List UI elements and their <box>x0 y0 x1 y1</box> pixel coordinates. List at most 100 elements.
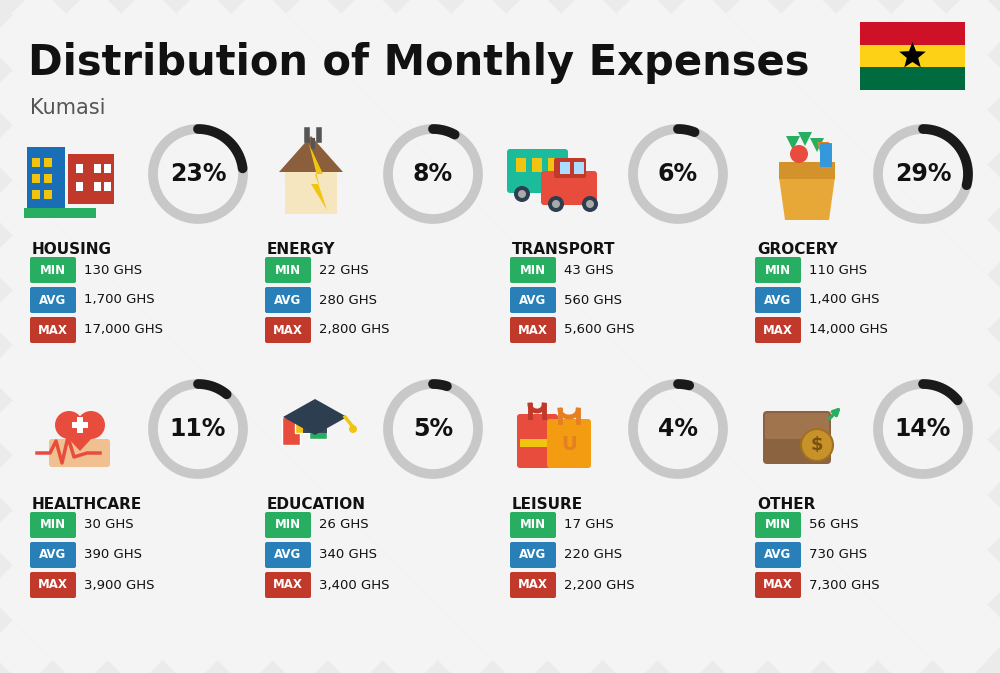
Text: 4%: 4% <box>658 417 698 441</box>
Circle shape <box>55 411 83 439</box>
Text: Kumasi: Kumasi <box>30 98 106 118</box>
Circle shape <box>548 196 564 212</box>
FancyBboxPatch shape <box>820 143 832 167</box>
Text: 340 GHS: 340 GHS <box>319 548 377 561</box>
FancyBboxPatch shape <box>30 287 76 313</box>
Text: 280 GHS: 280 GHS <box>319 293 377 306</box>
FancyBboxPatch shape <box>755 287 801 313</box>
FancyBboxPatch shape <box>510 287 556 313</box>
FancyBboxPatch shape <box>32 190 40 199</box>
FancyBboxPatch shape <box>265 512 311 538</box>
Text: HOUSING: HOUSING <box>32 242 112 257</box>
Text: 110 GHS: 110 GHS <box>809 264 867 277</box>
FancyBboxPatch shape <box>755 257 801 283</box>
FancyBboxPatch shape <box>76 164 83 173</box>
FancyBboxPatch shape <box>24 208 96 218</box>
FancyBboxPatch shape <box>510 542 556 568</box>
Text: 220 GHS: 220 GHS <box>564 548 622 561</box>
FancyBboxPatch shape <box>265 572 311 598</box>
Circle shape <box>790 145 808 163</box>
FancyBboxPatch shape <box>755 572 801 598</box>
Text: MIN: MIN <box>765 518 791 532</box>
FancyBboxPatch shape <box>560 162 570 174</box>
Text: AVG: AVG <box>274 548 302 561</box>
Text: AVG: AVG <box>274 293 302 306</box>
Text: MIN: MIN <box>40 264 66 277</box>
Text: 14%: 14% <box>895 417 951 441</box>
Polygon shape <box>798 132 812 146</box>
Text: AVG: AVG <box>39 293 67 306</box>
Text: 43 GHS: 43 GHS <box>564 264 614 277</box>
Text: 560 GHS: 560 GHS <box>564 293 622 306</box>
Text: 6%: 6% <box>658 162 698 186</box>
Text: HEALTHCARE: HEALTHCARE <box>32 497 142 512</box>
Text: 7,300 GHS: 7,300 GHS <box>809 579 880 592</box>
Polygon shape <box>817 142 829 162</box>
FancyBboxPatch shape <box>30 317 76 343</box>
Circle shape <box>586 200 594 208</box>
Text: ENERGY: ENERGY <box>267 242 336 257</box>
Polygon shape <box>899 42 926 67</box>
Text: 3,900 GHS: 3,900 GHS <box>84 579 154 592</box>
FancyBboxPatch shape <box>574 162 584 174</box>
Text: MAX: MAX <box>763 579 793 592</box>
FancyBboxPatch shape <box>94 182 101 191</box>
FancyBboxPatch shape <box>44 158 52 167</box>
FancyBboxPatch shape <box>548 158 558 172</box>
FancyBboxPatch shape <box>104 182 111 191</box>
Text: OTHER: OTHER <box>757 497 815 512</box>
FancyBboxPatch shape <box>265 317 311 343</box>
Text: 17,000 GHS: 17,000 GHS <box>84 324 163 336</box>
Circle shape <box>582 196 598 212</box>
FancyBboxPatch shape <box>507 149 568 193</box>
Text: MAX: MAX <box>518 579 548 592</box>
FancyBboxPatch shape <box>30 512 76 538</box>
Text: 11%: 11% <box>170 417 226 441</box>
Text: MAX: MAX <box>518 324 548 336</box>
Text: 30 GHS: 30 GHS <box>84 518 134 532</box>
Text: 23%: 23% <box>170 162 226 186</box>
Text: 390 GHS: 390 GHS <box>84 548 142 561</box>
Circle shape <box>552 200 560 208</box>
FancyBboxPatch shape <box>94 164 101 173</box>
Text: TRANSPORT: TRANSPORT <box>512 242 616 257</box>
FancyBboxPatch shape <box>44 190 52 199</box>
FancyBboxPatch shape <box>755 512 801 538</box>
FancyBboxPatch shape <box>516 158 526 172</box>
Text: 26 GHS: 26 GHS <box>319 518 369 532</box>
FancyBboxPatch shape <box>285 172 337 214</box>
FancyBboxPatch shape <box>282 417 300 445</box>
Text: 8%: 8% <box>413 162 453 186</box>
Polygon shape <box>786 136 800 150</box>
FancyBboxPatch shape <box>755 542 801 568</box>
Text: 56 GHS: 56 GHS <box>809 518 859 532</box>
Text: 5,600 GHS: 5,600 GHS <box>564 324 635 336</box>
Text: 22 GHS: 22 GHS <box>319 264 369 277</box>
Circle shape <box>349 425 357 433</box>
FancyBboxPatch shape <box>295 409 313 433</box>
FancyBboxPatch shape <box>72 422 88 428</box>
Text: 5%: 5% <box>413 417 453 441</box>
FancyBboxPatch shape <box>265 287 311 313</box>
Polygon shape <box>279 136 343 172</box>
FancyBboxPatch shape <box>860 44 965 67</box>
Text: 1,400 GHS: 1,400 GHS <box>809 293 880 306</box>
FancyBboxPatch shape <box>755 317 801 343</box>
Text: MIN: MIN <box>275 518 301 532</box>
Polygon shape <box>779 177 835 220</box>
Circle shape <box>546 190 554 198</box>
Polygon shape <box>309 144 327 210</box>
FancyBboxPatch shape <box>763 411 831 464</box>
Text: MIN: MIN <box>765 264 791 277</box>
FancyBboxPatch shape <box>547 419 591 468</box>
FancyBboxPatch shape <box>30 542 76 568</box>
FancyBboxPatch shape <box>554 158 586 178</box>
Polygon shape <box>810 138 824 152</box>
Text: U: U <box>561 435 577 454</box>
Text: AVG: AVG <box>519 548 547 561</box>
Text: 14,000 GHS: 14,000 GHS <box>809 324 888 336</box>
Text: AVG: AVG <box>39 548 67 561</box>
Text: AVG: AVG <box>764 293 792 306</box>
Text: MAX: MAX <box>273 579 303 592</box>
Text: 130 GHS: 130 GHS <box>84 264 142 277</box>
